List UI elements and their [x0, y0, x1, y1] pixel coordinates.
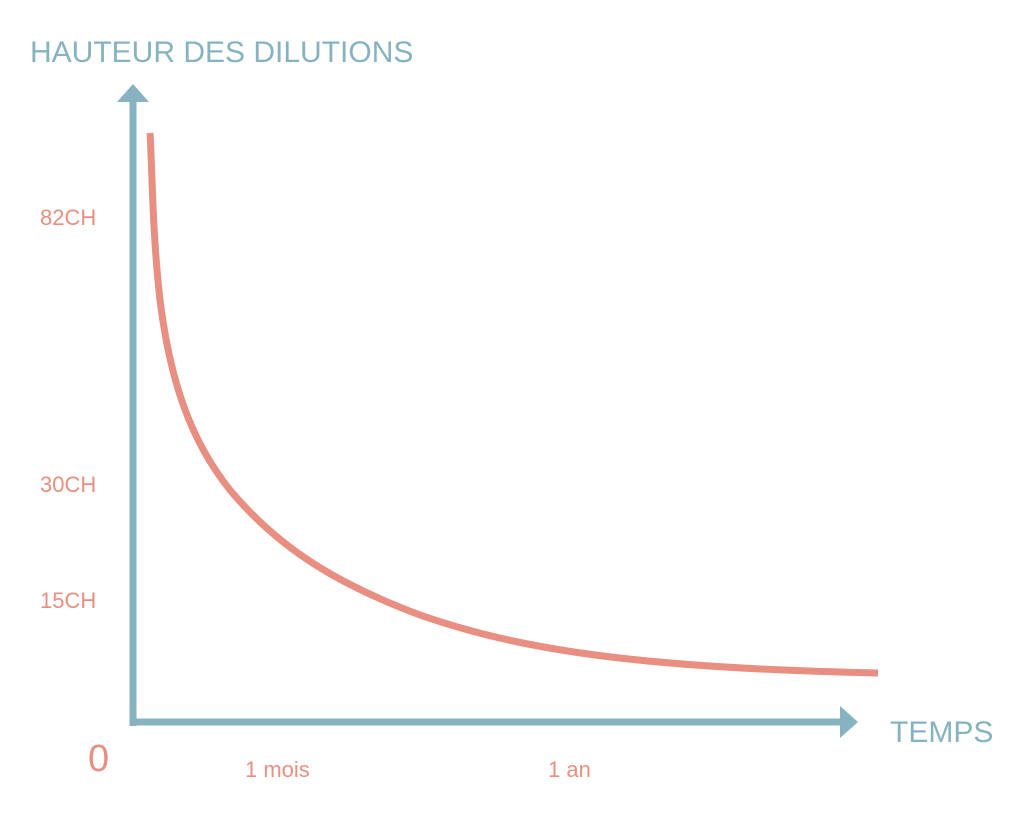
y-axis-arrow — [117, 84, 149, 102]
y-label: 30CH — [40, 472, 96, 497]
y-label: 82CH — [40, 205, 96, 230]
x-label: 1 an — [548, 757, 591, 782]
x-axis-label: TEMPS — [890, 716, 993, 749]
decay-curve — [146, 132, 879, 677]
origin-label: 0 — [88, 738, 109, 780]
y-label: 15CH — [40, 588, 96, 613]
x-label: 1 mois — [245, 757, 310, 782]
title: HAUTEUR DES DILUTIONS — [30, 36, 413, 69]
x-axis-arrow — [840, 706, 858, 738]
